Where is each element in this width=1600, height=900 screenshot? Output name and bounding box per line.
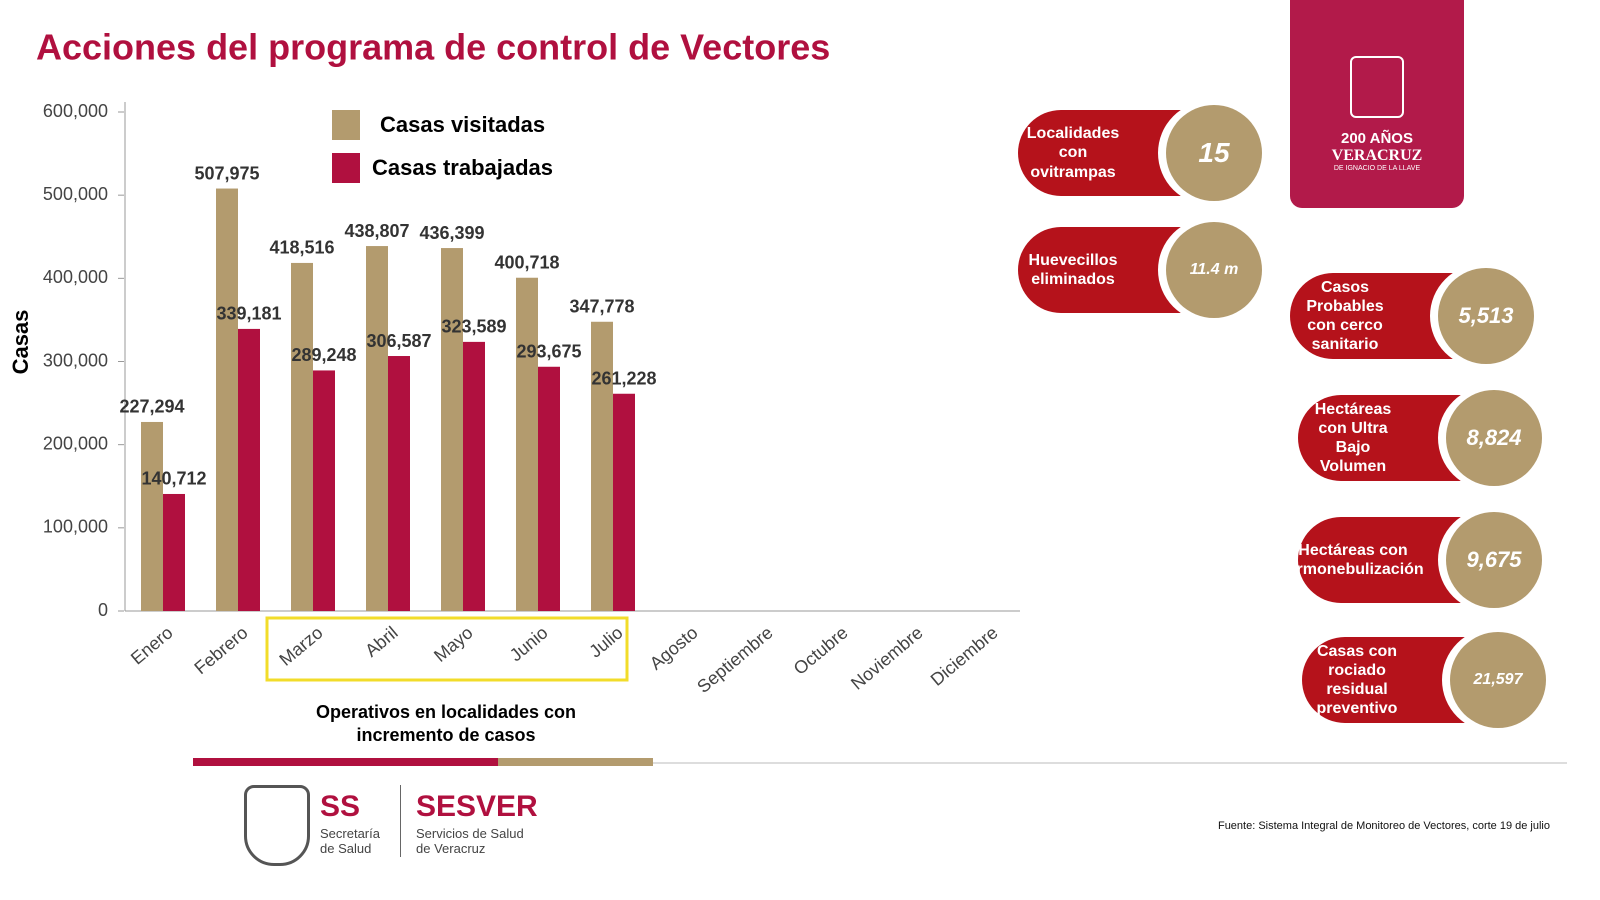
bar <box>591 321 613 611</box>
bar <box>163 493 185 611</box>
x-tick-label: Octubre <box>790 622 852 678</box>
data-label: 293,675 <box>516 342 581 362</box>
x-tick-label: Marzo <box>275 622 326 669</box>
bar <box>516 277 538 611</box>
x-tick-label: Enero <box>127 622 177 668</box>
stat-label: Hectáreas con termonebulización <box>1282 517 1468 603</box>
data-label: 306,587 <box>366 331 431 351</box>
stat-value: 11.4 m <box>1166 222 1262 318</box>
sesver-text: SESVER <box>416 790 538 823</box>
data-label: 436,399 <box>419 223 484 243</box>
data-label: 323,589 <box>441 317 506 337</box>
data-label: 400,718 <box>494 252 559 272</box>
x-tick-label: Noviembre <box>847 622 927 693</box>
x-tick-label: Febrero <box>190 622 251 678</box>
x-annotation: Operativos en localidades con <box>316 702 576 722</box>
x-tick-label: Agosto <box>646 622 702 673</box>
bar <box>313 370 335 611</box>
bar <box>141 421 163 611</box>
footer-bar <box>193 758 498 766</box>
bar <box>238 328 260 611</box>
bar <box>291 262 313 611</box>
data-label: 507,975 <box>194 163 259 183</box>
annotation-line: Operativos en localidades con <box>316 702 576 722</box>
source: Fuente: Sistema Integral de Monitoreo de… <box>1217 820 1550 832</box>
legend-label: Casas trabajadas <box>372 155 553 180</box>
y-tick-label: 600,000 <box>43 101 108 121</box>
stat-label: Casas con rociado residual preventivo <box>1302 637 1472 723</box>
data-label: 347,778 <box>569 297 634 317</box>
bar <box>388 356 410 611</box>
data-label: 289,248 <box>291 345 356 365</box>
stat-label: Huevecillos eliminados <box>1018 227 1188 313</box>
bar <box>463 341 485 611</box>
divider <box>400 785 401 857</box>
ss-emblem <box>244 785 310 866</box>
y-tick-label: 300,000 <box>43 350 108 370</box>
x-tick-label: Junio <box>506 622 552 665</box>
stat-value: 15 <box>1166 105 1262 201</box>
data-label: 140,712 <box>141 469 206 489</box>
highlight-box <box>265 616 629 682</box>
stat-value: 9,675 <box>1446 512 1542 608</box>
chart-title: Acciones del programa de control de Vect… <box>36 27 830 68</box>
bar <box>538 366 560 611</box>
logo-subtitle: DE IGNACIO DE LA LLAVE <box>1333 165 1421 172</box>
y-tick-label: 100,000 <box>43 517 108 537</box>
y-tick-label: 400,000 <box>43 267 108 287</box>
stat-label: Casos Probables con cerco sanitario <box>1290 273 1460 359</box>
stat-label: Localidades con ovitrampas <box>1018 110 1188 196</box>
chart: Acciones del programa de control de Vect… <box>8 27 1020 745</box>
footer-bar <box>498 758 653 766</box>
x-tick-label: Diciembre <box>927 622 1002 689</box>
ss-text: SS <box>320 790 361 823</box>
stat-value: 21,597 <box>1450 632 1546 728</box>
data-label: 418,516 <box>269 238 334 258</box>
legend-swatch <box>332 153 360 183</box>
footer-line <box>653 762 1567 764</box>
annotation-line: incremento de casos <box>356 725 535 745</box>
bar <box>613 393 635 611</box>
sesver-name: Servicios de Salud de Veracruz <box>416 826 524 856</box>
y-tick-label: 200,000 <box>43 433 108 453</box>
x-annotation: incremento de casos <box>356 725 535 745</box>
y-tick-label: 500,000 <box>43 184 108 204</box>
data-label: 438,807 <box>344 221 409 241</box>
y-tick-label: 0 <box>98 600 108 620</box>
y-axis-label: Casas <box>8 310 33 375</box>
bar <box>216 188 238 611</box>
x-tick-label: Septiembre <box>693 622 776 696</box>
bar <box>441 248 463 611</box>
logo: 200 AÑOS VERACRUZ DE IGNACIO DE LA LLAVE <box>1290 0 1464 208</box>
logo-state: VERACRUZ <box>1331 147 1423 164</box>
logo-years: 200 AÑOS <box>1341 130 1413 147</box>
stat-label: Hectáreas con Ultra Bajo Volumen <box>1298 395 1468 481</box>
logo-emblem <box>1350 56 1404 118</box>
stat-value: 8,824 <box>1446 390 1542 486</box>
data-label: 227,294 <box>119 397 184 417</box>
bar <box>366 246 388 611</box>
legend-label: Casas visitadas <box>380 112 545 137</box>
x-tick-label: Julio <box>585 622 626 661</box>
data-label: 261,228 <box>591 368 656 388</box>
stat-value: 5,513 <box>1438 268 1534 364</box>
x-tick-label: Mayo <box>430 622 477 666</box>
ss-name: Secretaría de Salud <box>320 826 380 856</box>
data-label: 339,181 <box>216 304 281 324</box>
legend-swatch <box>332 110 360 140</box>
x-tick-label: Abril <box>361 622 401 660</box>
